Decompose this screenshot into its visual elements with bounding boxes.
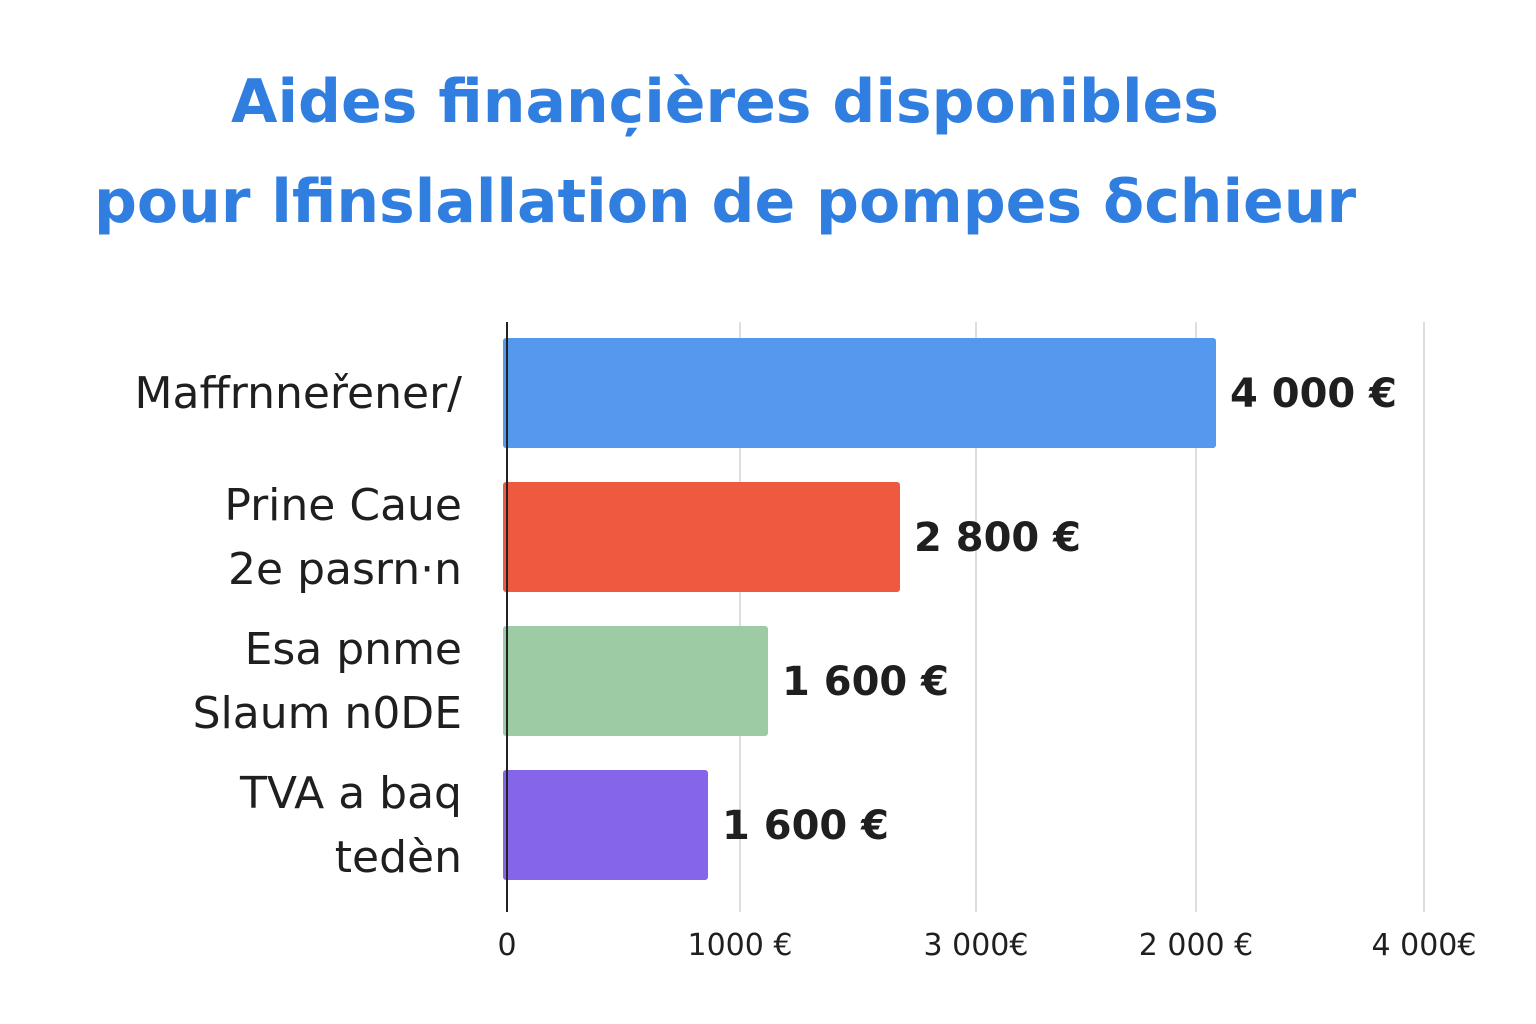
- bar-4: [503, 770, 708, 880]
- chart-title-line-1: Aides financ̦ières disponibles: [231, 67, 1219, 137]
- category-label-2-line-1: Prine Caue: [224, 480, 462, 531]
- bar-value-label-3: 1 600 €: [782, 659, 949, 705]
- x-tick-label-1: 0: [497, 928, 516, 963]
- x-tick-label-2: 1000 €: [688, 928, 793, 963]
- category-label-4-line-2: tedèn: [335, 832, 462, 883]
- category-label-3-line-1: Esa pnme: [245, 624, 462, 675]
- chart-title: Aides financ̦ières disponibles pour lfin…: [0, 52, 1450, 252]
- category-label-3-line-2: Slaum n0DE: [193, 688, 462, 739]
- bar-2: [503, 482, 900, 592]
- category-label-4-line-1: TVA a baq: [239, 768, 462, 819]
- category-label-2-line-2: 2e pasrn·n: [228, 544, 462, 595]
- category-label-1-line-1: Maffrnneřener/: [135, 368, 463, 419]
- chart-title-line-2: pour lfinslallation de pompes δchieur: [93, 167, 1357, 237]
- x-tick-label-4: 2 000 €: [1139, 928, 1254, 963]
- bar-value-label-2: 2 800 €: [914, 515, 1081, 561]
- bars: [503, 338, 1216, 880]
- x-tick-label-5: 4 000€: [1372, 928, 1477, 963]
- labels: 4 000 € Maffrnneřener/2 800 € Prine Caue 2e…: [135, 368, 1477, 963]
- bar-value-label-1: 4 000 €: [1230, 371, 1397, 417]
- bar-value-label-4: 1 600 €: [722, 803, 889, 849]
- bar-3: [503, 626, 768, 736]
- x-tick-label-3: 3 000€: [924, 928, 1029, 963]
- bar-1: [503, 338, 1216, 448]
